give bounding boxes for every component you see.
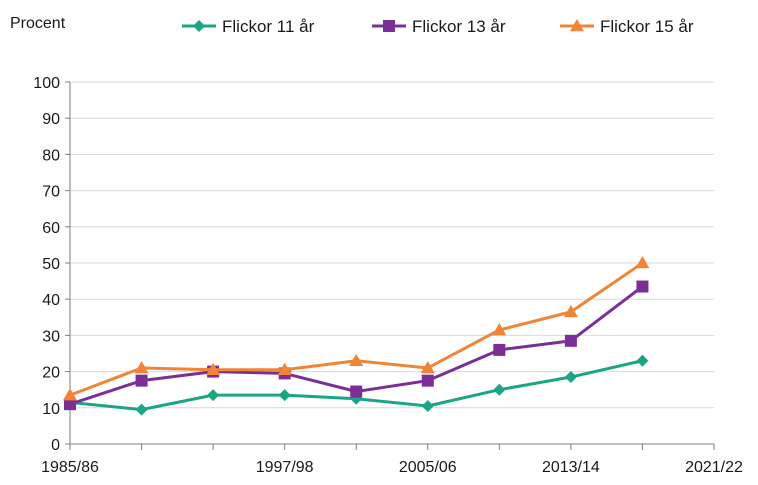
- data-point: [193, 20, 205, 32]
- x-tick-label: 1997/98: [256, 459, 314, 476]
- data-point: [207, 389, 220, 402]
- data-point: [134, 360, 149, 374]
- y-tick-label: 30: [42, 328, 60, 345]
- series-line: [69, 261, 644, 397]
- x-axis: 1985/86 1997/98 2005/06 2013/14 2021/22: [41, 443, 743, 476]
- y-tick-label: 10: [42, 401, 60, 418]
- legend-label: Flickor 11 år: [222, 17, 315, 36]
- y-tick-label: 0: [51, 437, 60, 454]
- data-point: [420, 360, 435, 374]
- data-point: [383, 20, 395, 32]
- y-tick-label: 20: [42, 365, 60, 382]
- data-point: [635, 256, 650, 269]
- data-point: [206, 362, 221, 376]
- legend: Flickor 11 år Flickor 13 år Flickor 15 år: [182, 17, 694, 36]
- data-point: [564, 334, 577, 347]
- y-tick-label: 100: [33, 75, 60, 92]
- legend-item: Flickor 13 år: [372, 17, 506, 36]
- data-point: [563, 304, 578, 318]
- x-tick-label: 2013/14: [542, 459, 600, 476]
- data-point: [492, 322, 507, 336]
- y-axis-title: Procent: [10, 15, 66, 32]
- x-tick-label: 2021/22: [685, 459, 743, 476]
- gridlines: [70, 81, 714, 409]
- legend-label: Flickor 15 år: [600, 17, 694, 36]
- data-point: [636, 280, 649, 293]
- legend-item: Flickor 11 år: [182, 17, 315, 36]
- data-point: [493, 383, 506, 396]
- data-point: [570, 19, 584, 32]
- series-group: [63, 256, 650, 416]
- data-point: [564, 371, 577, 384]
- data-point: [350, 385, 363, 398]
- data-point: [636, 354, 649, 367]
- x-tick-label: 1985/86: [41, 459, 99, 476]
- data-point: [64, 398, 76, 411]
- y-tick-label: 60: [42, 220, 60, 237]
- data-point: [135, 403, 148, 416]
- data-point: [493, 343, 506, 356]
- data-point: [278, 389, 291, 402]
- data-point: [63, 388, 77, 401]
- legend-item: Flickor 15 år: [560, 17, 694, 36]
- data-point: [421, 399, 434, 412]
- y-tick-label: 90: [42, 111, 60, 128]
- y-tick-label: 40: [42, 292, 60, 309]
- y-tick-label: 70: [42, 184, 60, 201]
- y-axis-ticks: 0 10 20 30 40 50 60 70 80 90 100: [33, 75, 71, 454]
- data-point: [421, 374, 434, 387]
- legend-label: Flickor 13 år: [412, 17, 506, 36]
- data-point: [349, 353, 364, 366]
- x-tick-label: 2005/06: [399, 459, 457, 476]
- y-tick-label: 80: [42, 147, 60, 164]
- series-flickor-15-r: [63, 256, 650, 401]
- y-tick-label: 50: [42, 256, 60, 273]
- series-flickor-13-r: [64, 280, 649, 411]
- data-point: [135, 374, 148, 387]
- data-point: [277, 362, 292, 376]
